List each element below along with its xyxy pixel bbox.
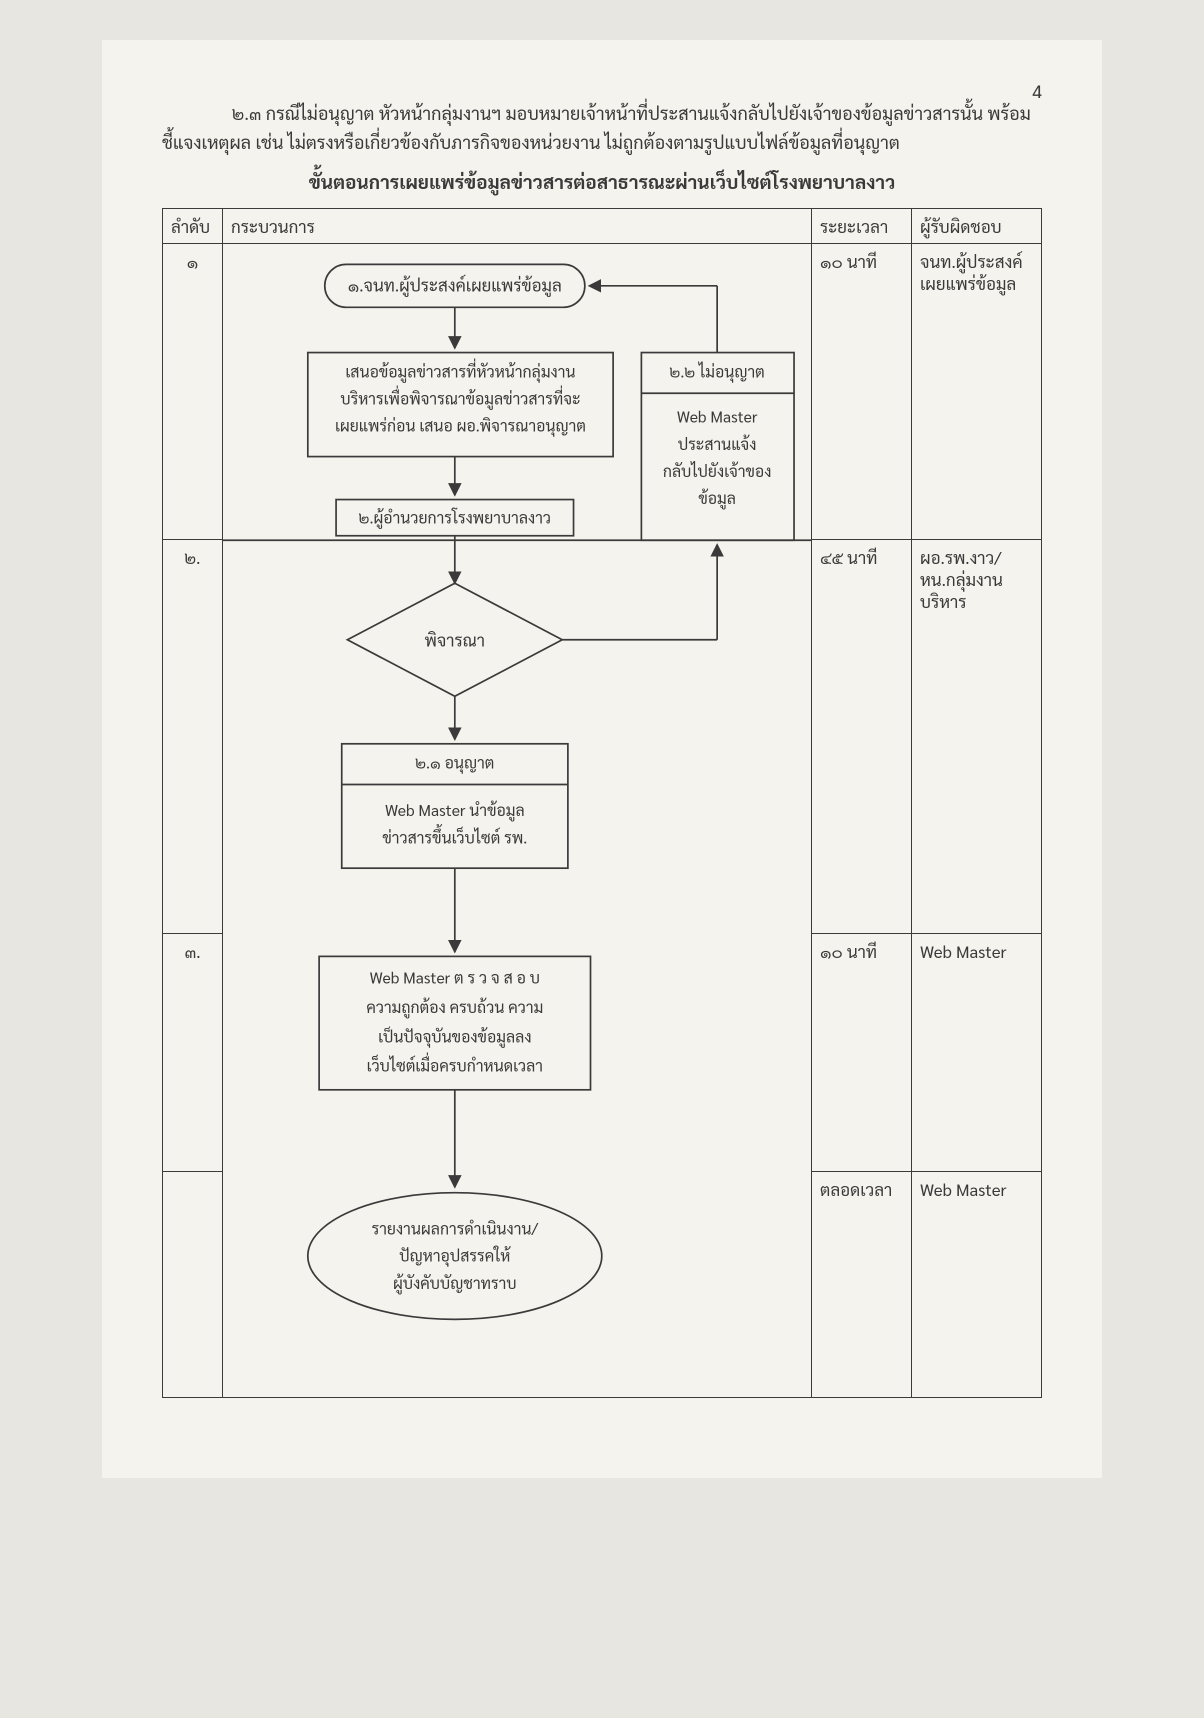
flow-node2-l1: เสนอข้อมูลข่าวสารที่หัวหน้ากลุ่มงาน: [345, 357, 575, 383]
flow-node1-text: ๑.จนท.ผู้ประสงค์เผยแพร่ข้อมูล: [348, 273, 562, 297]
table-row: ๑ ๑.จนท.ผู้ประสงค์เผยแพร่ข้อมูล: [163, 243, 1042, 540]
flow-check-l4: เว็บไซต์เมื่อครบกำหนดเวลา: [367, 1051, 543, 1075]
cell-seq: ๑: [163, 243, 223, 540]
document-page: 4 ๒.๓ กรณีไม่อนุญาต หัวหน้ากลุ่มงานฯ มอบ…: [102, 40, 1102, 1478]
cell-duration: ๑๐ นาที: [812, 933, 912, 1171]
flow-node2-l3: เผยแพร่ก่อน เสนอ ผอ.พิจารณาอนุญาต: [335, 414, 586, 437]
page-number: 4: [1032, 80, 1042, 103]
header-responsible: ผู้รับผิดชอบ: [912, 208, 1042, 243]
flow-report-l3: ผู้บังคับบัญชาทราบ: [393, 1271, 517, 1293]
cell-duration: ตลอดเวลา: [812, 1171, 912, 1397]
flow-report-l1: รายงานผลการดำเนินงาน/: [372, 1217, 539, 1238]
cell-duration: ๑๐ นาที: [812, 243, 912, 540]
cell-seq: [163, 1171, 223, 1397]
flow-approve-title: ๒.๑ อนุญาต: [415, 751, 494, 774]
cell-responsible: Web Master: [912, 1171, 1042, 1397]
flow-reject-l2: ประสานแจ้ง: [678, 432, 757, 453]
flow-check-l3: เป็นปัจจุบันของข้อมูลลง: [378, 1025, 531, 1048]
flow-check-l2: ความถูกต้อง ครบถ้วน ความ: [366, 996, 543, 1018]
flow-node3-text: ๒.ผู้อำนวยการโรงพยาบาลงาว: [359, 506, 551, 528]
flow-approve-l2: ข่าวสารขึ้นเว็บไซต์ รพ.: [382, 823, 527, 847]
flowchart-svg: ๑.จนท.ผู้ประสงค์เผยแพร่ข้อมูล เสนอข้อมูล…: [223, 244, 811, 1397]
flow-reject-title: ๒.๒ ไม่อนุญาต: [670, 360, 765, 383]
flow-reject-l4: ข้อมูล: [698, 487, 736, 509]
flow-reject-l1: Web Master: [677, 405, 758, 426]
process-table: ลำดับ กระบวนการ ระยะเวลา ผู้รับผิดชอบ ๑: [162, 208, 1042, 1398]
cell-responsible: จนท.ผู้ประสงค์เผยแพร่ข้อมูล: [912, 243, 1042, 540]
cell-responsible: ผอ.รพ.งาว/หน.กลุ่มงานบริหาร: [912, 540, 1042, 934]
cell-duration: ๔๕ นาที: [812, 540, 912, 934]
flow-node2-l2: บริหารเพื่อพิจารณาข้อมูลข่าวสารที่จะ: [340, 384, 580, 409]
table-header-row: ลำดับ กระบวนการ ระยะเวลา ผู้รับผิดชอบ: [163, 208, 1042, 243]
section-title: ขั้นตอนการเผยแพร่ข้อมูลข่าวสารต่อสาธารณะ…: [162, 170, 1042, 194]
flowchart-cell: ๑.จนท.ผู้ประสงค์เผยแพร่ข้อมูล เสนอข้อมูล…: [223, 243, 812, 1397]
header-duration: ระยะเวลา: [812, 208, 912, 243]
flow-approve-l1: Web Master นำข้อมูล: [385, 799, 525, 821]
header-seq: ลำดับ: [163, 208, 223, 243]
flow-reject-l3: กลับไปยังเจ้าของ: [663, 460, 772, 481]
header-process: กระบวนการ: [223, 208, 812, 243]
cell-seq: ๓.: [163, 933, 223, 1171]
intro-paragraph: ๒.๓ กรณีไม่อนุญาต หัวหน้ากลุ่มงานฯ มอบหม…: [162, 100, 1042, 158]
cell-responsible: Web Master: [912, 933, 1042, 1171]
flow-check-l1: Web Master ต ร ว จ ส อ บ: [370, 966, 540, 987]
flow-report-l2: ปัญหาอุปสรรคให้: [399, 1244, 511, 1267]
cell-seq: ๒.: [163, 540, 223, 934]
flow-decision-text: พิจารณา: [425, 628, 485, 650]
